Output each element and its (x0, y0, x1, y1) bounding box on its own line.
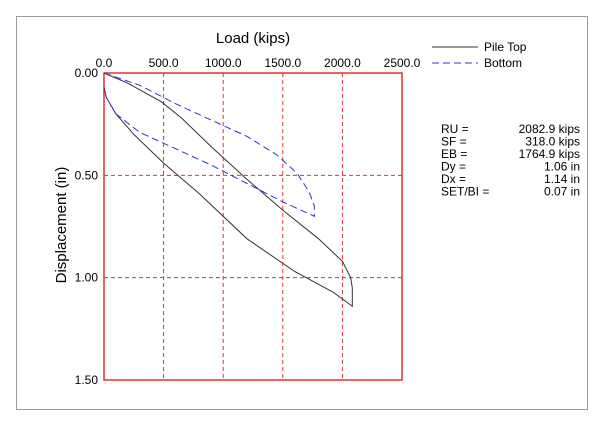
x-tick-label: 1000.0 (205, 56, 242, 70)
result-label: RU = (441, 122, 469, 136)
tick-labels: 0.0 500.0 1000.0 1500.0 2000.0 2500.0 0.00 0.50… (75, 56, 421, 387)
result-value: 1.14 in (544, 172, 580, 186)
result-label: SET/BI = (441, 185, 489, 199)
result-value: 2082.9 kips (519, 122, 580, 136)
result-label: EB = (441, 147, 467, 161)
result-value: 318.0 kips (525, 135, 580, 149)
result-label: SF = (441, 135, 467, 149)
results-panel: RU = 2082.9 kips SF = 318.0 kips EB = 1764.9 … (441, 122, 580, 199)
y-tick-label: 0.50 (75, 168, 99, 182)
series-line-pile-top (103, 72, 353, 308)
chart-frame (16, 16, 588, 410)
plot-area-border (103, 72, 403, 381)
x-tick-label: 2000.0 (324, 56, 361, 70)
y-tick-label: 0.00 (75, 66, 99, 80)
x-tick-label: 0.0 (96, 56, 113, 70)
result-value: 1.06 in (544, 160, 580, 174)
x-tick-label: 500.0 (149, 56, 179, 70)
y-axis-title: Displacement (in) (53, 167, 70, 284)
result-label: Dx = (441, 172, 466, 186)
legend-label: Pile Top (484, 40, 527, 54)
result-value: 0.07 in (544, 185, 580, 199)
x-axis-title: Load (kips) (216, 30, 290, 47)
data-series (103, 72, 353, 308)
legend: Pile Top Bottom (432, 40, 527, 70)
legend-label: Bottom (484, 56, 522, 70)
series-line-bottom (103, 72, 315, 218)
y-tick-label: 1.00 (75, 271, 99, 285)
y-tick-label: 1.50 (75, 373, 99, 387)
x-tick-label: 1500.0 (264, 56, 301, 70)
x-tick-label: 2500.0 (384, 56, 421, 70)
grid-lines (104, 73, 402, 380)
result-label: Dy = (441, 160, 466, 174)
result-value: 1764.9 kips (519, 147, 580, 161)
